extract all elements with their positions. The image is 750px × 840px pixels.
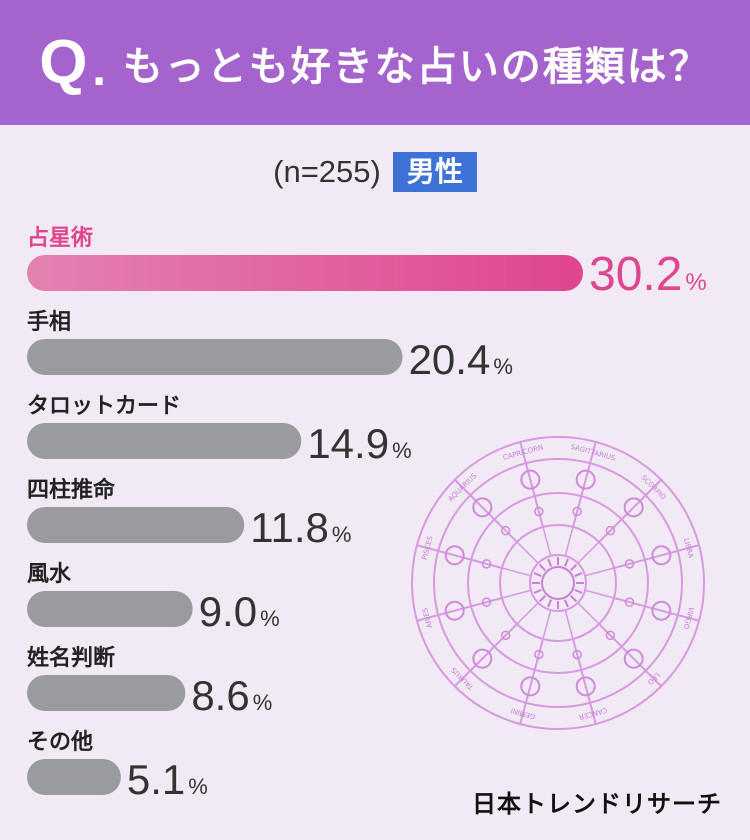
constellation-icon bbox=[623, 497, 644, 518]
zodiac-symbol-icon bbox=[481, 559, 492, 569]
zodiac-symbol-icon bbox=[534, 506, 544, 517]
constellation-icon bbox=[651, 545, 672, 566]
zodiac-symbol-icon bbox=[572, 506, 582, 517]
category-label: 手相 bbox=[27, 310, 71, 335]
bar bbox=[27, 423, 302, 459]
bar bbox=[27, 591, 193, 627]
constellation-icon bbox=[651, 600, 672, 621]
category-label: 姓名判断 bbox=[27, 645, 115, 671]
category-label: タロットカード bbox=[27, 394, 181, 419]
bar bbox=[27, 675, 186, 711]
value-label: 9.0% bbox=[199, 588, 280, 635]
zodiac-symbol-icon bbox=[572, 649, 582, 660]
chart-title: もっとも好きな占いの種類は？ bbox=[122, 43, 711, 90]
sample-size: (n=255) bbox=[273, 154, 381, 189]
value-label: 5.1% bbox=[127, 756, 208, 803]
category-label: その他 bbox=[27, 730, 93, 755]
zodiac-symbol-icon bbox=[500, 630, 511, 641]
bar bbox=[27, 507, 245, 543]
zodiac-wheel-illustration: CAPRICORN SAGITTARIUSSCORPIOLIBRAVIRGOLEO… bbox=[411, 436, 705, 730]
zodiac-symbol-icon bbox=[624, 597, 635, 607]
constellation-icon bbox=[575, 469, 596, 490]
brand-logo: 日本トレンドリサーチ bbox=[472, 790, 722, 818]
constellation-icon bbox=[623, 648, 644, 669]
category-label: 占星術 bbox=[27, 225, 93, 251]
zodiac-symbol-icon bbox=[500, 525, 511, 536]
zodiac-symbol-icon bbox=[605, 525, 616, 536]
constellation-icon bbox=[472, 497, 493, 518]
constellation-icon bbox=[520, 676, 541, 697]
category-label: 風水 bbox=[27, 562, 72, 587]
bar bbox=[27, 759, 121, 795]
category-label: 四柱推命 bbox=[27, 477, 116, 503]
constellation-icon bbox=[520, 469, 541, 490]
value-label: 8.6% bbox=[191, 672, 272, 719]
bar bbox=[27, 339, 403, 375]
zodiac-symbol-icon bbox=[534, 649, 544, 660]
constellation-icon bbox=[472, 648, 493, 669]
value-label: 11.8% bbox=[250, 504, 351, 551]
gender-badge: 男性 bbox=[392, 152, 477, 192]
zodiac-symbol-icon bbox=[605, 630, 616, 641]
value-label: 14.9% bbox=[307, 420, 411, 467]
header-banner: Q . もっとも好きな占いの種類は？ bbox=[0, 0, 750, 125]
constellation-icon bbox=[444, 545, 465, 566]
sample-info: (n=255) 男性 bbox=[0, 150, 750, 194]
value-label: 20.4% bbox=[409, 336, 513, 383]
constellation-icon bbox=[575, 676, 596, 697]
constellation-icon bbox=[444, 600, 465, 621]
zodiac-symbol-icon bbox=[481, 597, 492, 607]
value-label: 30.2% bbox=[589, 248, 707, 301]
bar bbox=[27, 255, 583, 291]
q-mark: Q bbox=[39, 27, 88, 97]
q-dot: . bbox=[91, 49, 107, 95]
zodiac-symbol-icon bbox=[624, 559, 635, 569]
